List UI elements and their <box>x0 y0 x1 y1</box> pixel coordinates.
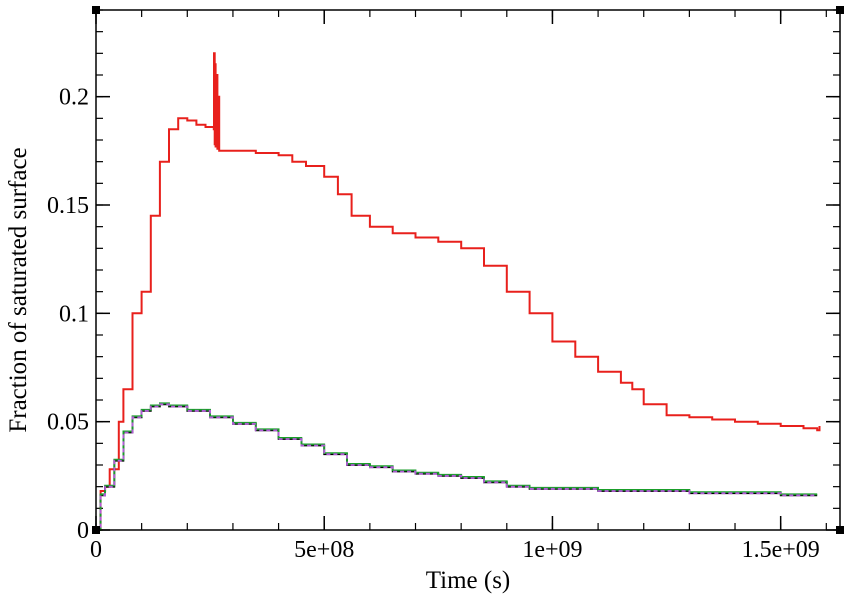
x-tick-label: 1e+09 <box>522 537 582 563</box>
tick-labels: 0 5e+08 1e+09 1.5e+09 0 0.05 0.1 0.15 0.2 <box>47 85 820 563</box>
y-axis-label: Fraction of saturated surface <box>5 147 32 432</box>
series-line-1 <box>96 52 821 531</box>
corner-handle <box>836 526 844 534</box>
y-tick-label: 0.05 <box>47 410 89 436</box>
series-line-3 <box>96 402 818 531</box>
y-tick-label: 0.2 <box>59 85 89 111</box>
x-tick-label: 0 <box>90 537 102 563</box>
y-tick-label: 0.15 <box>47 193 89 219</box>
series-line-2 <box>96 403 818 531</box>
x-tick-label: 5e+08 <box>294 537 354 563</box>
major-ticks <box>95 10 840 531</box>
y-tick-label: 0.1 <box>59 301 89 327</box>
corner-handle <box>92 526 100 534</box>
x-axis-label: Time (s) <box>426 567 511 594</box>
corner-handles <box>92 6 844 534</box>
y-tick-label: 0 <box>77 518 89 544</box>
x-tick-label: 1.5e+09 <box>742 537 820 563</box>
series-line-4 <box>96 403 818 531</box>
corner-handle <box>92 6 100 14</box>
plot-frame <box>95 9 841 531</box>
plot-series <box>96 52 821 531</box>
corner-handle <box>836 6 844 14</box>
minor-ticks <box>95 9 840 531</box>
